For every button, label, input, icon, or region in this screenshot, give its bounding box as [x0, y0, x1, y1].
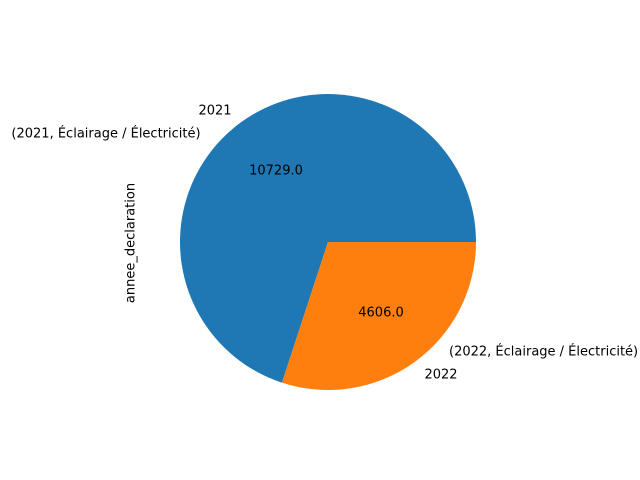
slice-value-label-2021: 10729.0 — [249, 164, 303, 179]
slice-full-label-2022: (2022, Éclairage / Électricité) — [449, 344, 638, 360]
slice-category-label-2022: 2022 — [424, 368, 457, 383]
slice-full-label-2021: (2021, Éclairage / Électricité) — [11, 126, 200, 142]
slice-category-label-2021: 2021 — [198, 104, 231, 119]
pie-slice-2022 — [281, 242, 476, 390]
slice-value-label-2022: 4606.0 — [358, 306, 404, 321]
pie-slice-2021 — [180, 93, 477, 383]
y-axis-label: annee_declaration — [124, 183, 139, 303]
